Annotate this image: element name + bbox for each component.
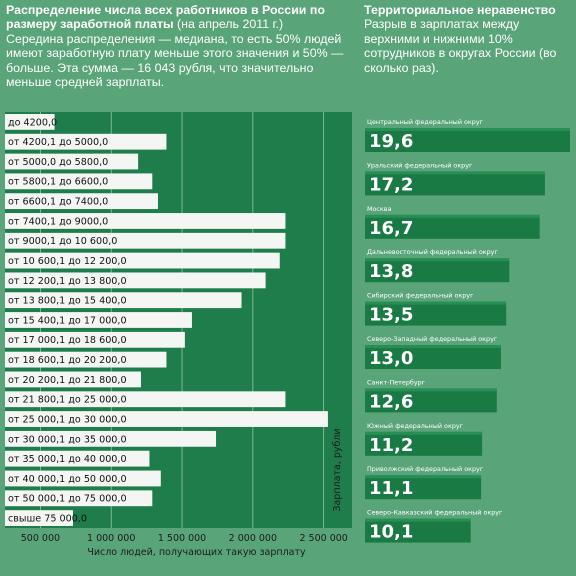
- region-value: 11,1: [369, 478, 413, 499]
- category-label: от 40 000,1 до 50 000,0: [8, 474, 127, 485]
- region-bar-highlight: [365, 171, 545, 175]
- region-bar-highlight: [365, 345, 501, 348]
- bar: [5, 490, 153, 507]
- region-bar-highlight: [365, 518, 471, 522]
- category-label: от 20 200,1 до 21 800,0: [8, 375, 127, 386]
- right-chart-title: Территориальное неравенство: [364, 3, 556, 17]
- region-bar: [365, 258, 510, 283]
- bar: [5, 391, 286, 408]
- category-label: от 15 400,1 до 17 000,0: [8, 315, 127, 326]
- bar: [5, 331, 185, 348]
- category-label: до 4200,0: [8, 117, 57, 128]
- bar: [5, 232, 286, 249]
- region-bar: [365, 518, 471, 543]
- region-bar-highlight: [365, 214, 540, 218]
- category-label: от 10 600,1 до 12 200,0: [8, 256, 127, 267]
- x-tick-label: 1 000 000: [87, 533, 135, 544]
- region-label: Дальневосточный федеральный округ: [367, 248, 498, 256]
- region-bar-highlight: [365, 388, 497, 392]
- region-label: Южный федеральный округ: [367, 422, 464, 430]
- bar: [5, 430, 217, 447]
- bar: [5, 272, 266, 289]
- region-bar: [365, 345, 501, 369]
- category-label: от 17 000,1 до 18 600,0: [8, 335, 127, 346]
- bar: [5, 133, 167, 150]
- x-tick-label: 2 000 000: [229, 533, 277, 544]
- category-label: от 6600,1 до 7400,0: [8, 197, 108, 208]
- bar: [5, 470, 161, 487]
- region-bar-highlight: [365, 128, 570, 131]
- region-bar: [365, 301, 507, 326]
- category-label: от 9000,1 до 10 600,0: [8, 236, 117, 247]
- category-label: от 21 800,1 до 25 000,0: [8, 395, 127, 406]
- category-label: от 25 000,1 до 30 000,0: [8, 414, 127, 425]
- category-label: от 35 000,1 до 40 000,0: [8, 454, 127, 465]
- region-label: Северо-Западный федеральный округ: [367, 335, 498, 343]
- region-label: Центральный федеральный округ: [367, 118, 484, 126]
- right-chart-description: Разрыв в зарплатах между верхними и нижн…: [364, 17, 557, 75]
- category-label: от 7400,1 до 9000,0: [8, 216, 108, 227]
- bar: [5, 510, 73, 526]
- x-axis-label: Число людей, получающих такую зарплату: [87, 547, 306, 558]
- left-chart-description: Середина распределения — медиана, то ест…: [6, 31, 344, 90]
- category-label: от 30 000,1 до 35 000,0: [8, 434, 127, 445]
- bar: [5, 153, 139, 170]
- region-label: Москва: [367, 205, 392, 213]
- region-value: 11,2: [369, 435, 413, 456]
- region-bar: [365, 388, 497, 413]
- region-bar-highlight: [365, 475, 482, 479]
- right-header: Территориальное неравенство Разрыв в зар…: [364, 3, 569, 75]
- category-label: от 5800,1 до 6600,0: [8, 177, 108, 188]
- bar: [5, 351, 167, 368]
- region-bar: [365, 475, 482, 500]
- bar: [5, 114, 55, 130]
- region-value: 19,6: [369, 131, 413, 152]
- x-tick-label: 1 500 000: [158, 533, 206, 544]
- bar: [5, 213, 286, 229]
- left-chart-title-note: (на апрель 2011 г.): [173, 17, 284, 32]
- category-label: от 13 800,1 до 15 400,0: [8, 296, 127, 307]
- region-label: Сибирский федеральный округ: [367, 292, 474, 300]
- left-header: Распределение числа всех работников в Ро…: [6, 3, 358, 89]
- bar: [5, 252, 280, 269]
- category-label: от 18 600,1 до 20 200,0: [8, 355, 127, 366]
- left-chart-title: Распределение числа всех работников в Ро…: [6, 3, 325, 32]
- region-value: 13,5: [369, 305, 413, 326]
- region-value: 10,1: [369, 522, 413, 543]
- category-label: от 5000,0 до 5800,0: [8, 157, 108, 168]
- category-label: от 50 000,1 до 75 000,0: [8, 494, 127, 505]
- region-label: Северо-Кавказский федеральный округ: [367, 509, 503, 517]
- region-label: Санкт-Петербург: [367, 378, 426, 386]
- region-value: 17,2: [369, 174, 413, 195]
- region-value: 16,7: [369, 218, 413, 239]
- region-bar: [365, 128, 570, 152]
- region-bar-highlight: [365, 301, 507, 305]
- y-axis-label: Зарплата, рубли: [332, 428, 343, 511]
- region-bar-highlight: [365, 258, 510, 262]
- region-label: Приволжский федеральный округ: [367, 465, 484, 473]
- bar: [5, 312, 192, 328]
- bar: [5, 411, 328, 427]
- bar: [5, 292, 242, 309]
- category-label: от 12 200,1 до 13 800,0: [8, 276, 127, 287]
- bar: [5, 371, 141, 388]
- x-tick-label: 500 000: [21, 533, 60, 544]
- region-value: 13,8: [369, 261, 413, 282]
- x-tick-label: 2 500 000: [299, 533, 347, 544]
- region-label: Уральский федеральный округ: [367, 161, 473, 169]
- region-bar: [365, 214, 540, 239]
- region-bar: [365, 431, 483, 456]
- region-bar: [365, 171, 545, 196]
- bar: [5, 173, 153, 190]
- bar: [5, 450, 150, 467]
- region-bar-highlight: [365, 431, 483, 435]
- category-label: свыше 75 000,0: [8, 513, 87, 524]
- category-label: от 4200,1 до 5000,0: [8, 137, 108, 148]
- region-value: 12,6: [369, 391, 413, 412]
- region-value: 13,0: [369, 348, 413, 369]
- bar: [5, 193, 158, 210]
